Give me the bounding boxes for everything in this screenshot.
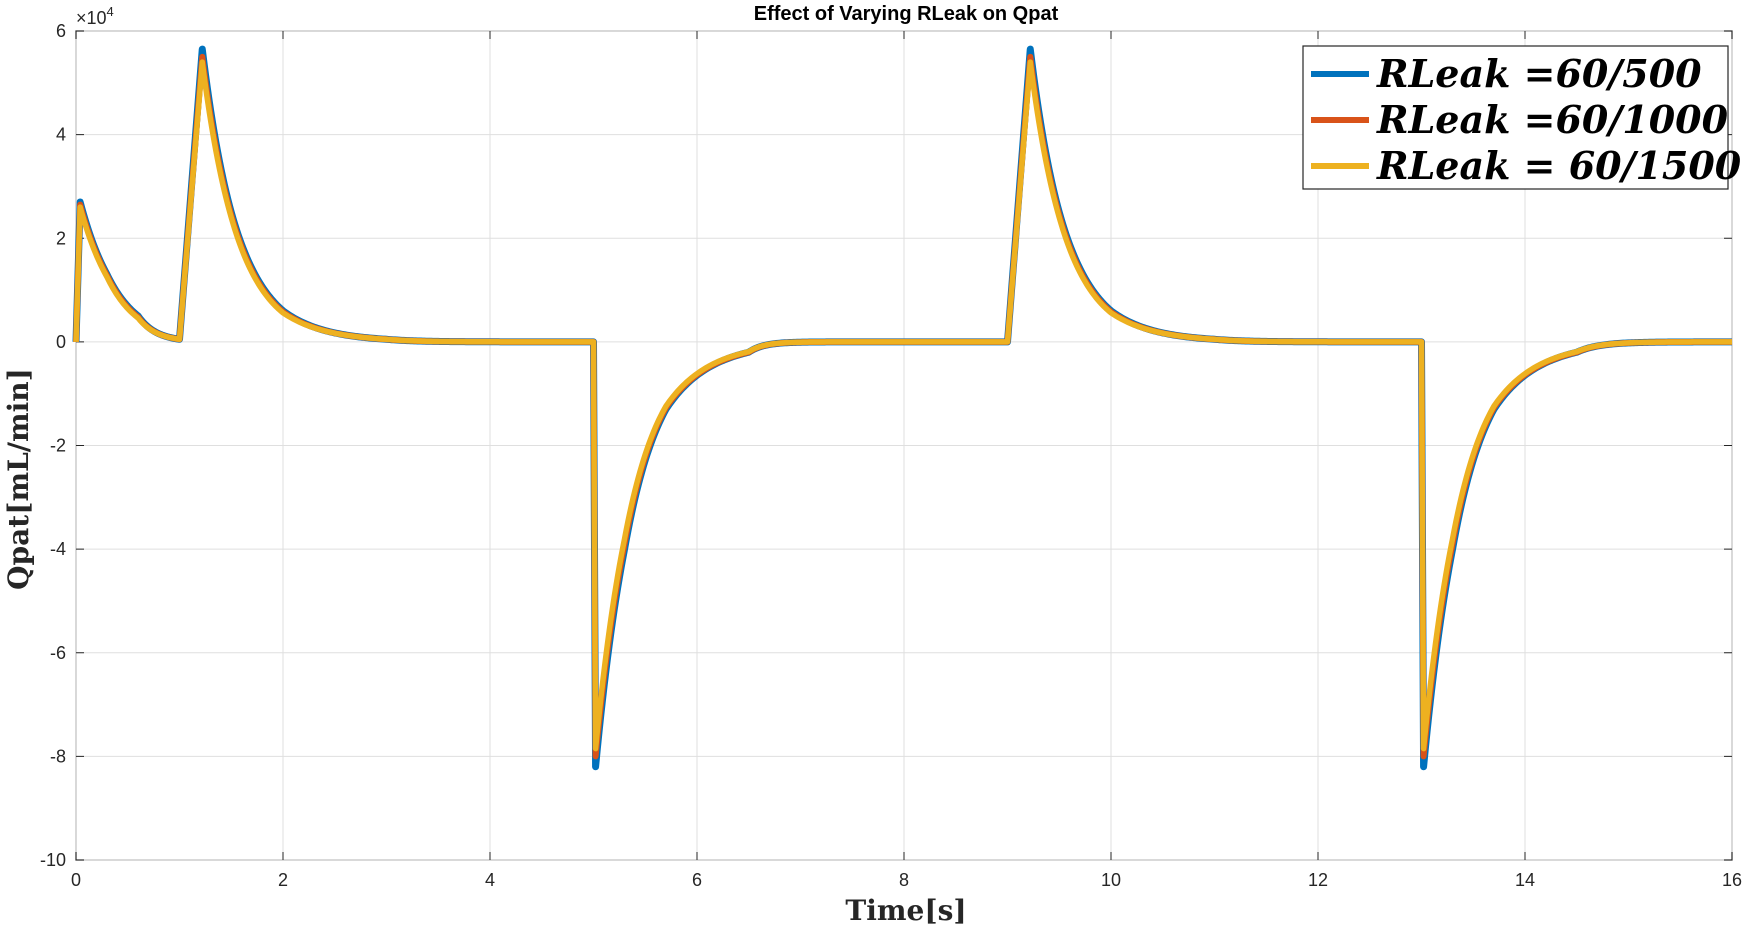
x-tick-label: 16 bbox=[1722, 870, 1742, 890]
x-tick-label: 8 bbox=[899, 870, 909, 890]
series-line bbox=[73, 59, 1734, 752]
x-tick-label: 10 bbox=[1101, 870, 1121, 890]
y-tick-label: 2 bbox=[56, 228, 66, 248]
y-exponent-label: ×104 bbox=[76, 4, 114, 28]
chart-title: Effect of Varying RLeak on Qpat bbox=[754, 3, 1059, 25]
legend-label: RLeak =60/500 bbox=[1376, 51, 1702, 96]
x-tick-label: 2 bbox=[278, 870, 288, 890]
y-tick-label: -4 bbox=[50, 539, 66, 559]
x-tick-label: 4 bbox=[485, 870, 495, 890]
x-tick-label: 14 bbox=[1515, 870, 1535, 890]
y-tick-label: -8 bbox=[50, 746, 66, 766]
y-tick-label: -2 bbox=[50, 436, 66, 456]
legend-label: RLeak =60/1000 bbox=[1376, 97, 1729, 142]
legend-label: RLeak = 60/1500 bbox=[1376, 143, 1742, 188]
x-tick-label: 6 bbox=[692, 870, 702, 890]
y-tick-label: 0 bbox=[56, 332, 66, 352]
y-axis-label: Qpat[mL/min] bbox=[2, 368, 35, 590]
y-tick-label: 4 bbox=[56, 125, 66, 145]
y-tick-label: -6 bbox=[50, 643, 66, 663]
series-layer bbox=[72, 45, 1734, 771]
legend-box bbox=[1302, 45, 1729, 190]
x-axis-label: Time[s] bbox=[845, 894, 966, 927]
y-tick-label: -10 bbox=[40, 850, 66, 870]
y-tick-label: 6 bbox=[56, 21, 66, 41]
x-tick-label: 0 bbox=[71, 870, 81, 890]
x-tick-label: 12 bbox=[1308, 870, 1328, 890]
x-axis-ticks: 0 2 4 6 8 10 12 14 16 bbox=[71, 31, 1742, 890]
y-axis-ticks: -10 -8 -6 -4 -2 0 2 4 6 bbox=[40, 21, 1732, 870]
